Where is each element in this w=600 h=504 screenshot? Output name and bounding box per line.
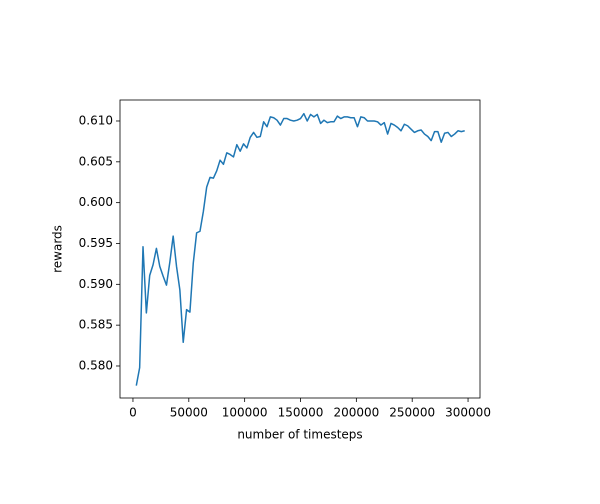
- line-series: [135, 112, 465, 386]
- x-tick-label: 200000: [333, 406, 379, 420]
- x-tick-label: 0: [129, 406, 137, 420]
- y-tick-label: 0.595: [79, 236, 113, 250]
- y-tick-label: 0.590: [79, 277, 113, 291]
- x-tick-label: 250000: [389, 406, 435, 420]
- y-tick-label: 0.600: [79, 195, 113, 209]
- plot-frame: [119, 99, 481, 399]
- y-tick-label: 0.605: [79, 154, 113, 168]
- x-tick-label: 50000: [170, 406, 208, 420]
- y-tick-label: 0.610: [79, 113, 113, 127]
- y-tick-label: 0.580: [79, 358, 113, 372]
- x-tick-label: 300000: [445, 406, 491, 420]
- x-tick-label: 100000: [222, 406, 268, 420]
- y-tick-label: 0.585: [79, 318, 113, 332]
- x-axis-label: number of timesteps: [237, 428, 362, 442]
- y-axis-label: rewards: [51, 225, 65, 273]
- x-tick-label: 150000: [278, 406, 324, 420]
